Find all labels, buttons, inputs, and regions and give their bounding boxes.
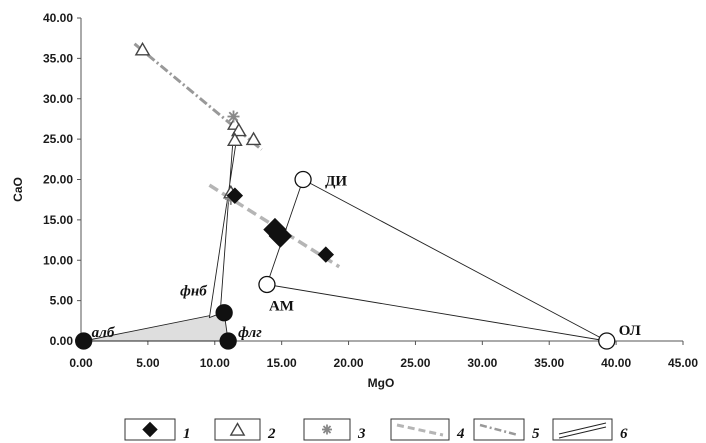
triangle-di-am-ol bbox=[266, 178, 607, 342]
series-1-point bbox=[226, 187, 244, 204]
y-tick-label: 0.00 bbox=[50, 334, 74, 348]
y-tick-label: 20.00 bbox=[43, 173, 73, 187]
legend-double-line-icon bbox=[558, 422, 607, 435]
legend-item-2: 2 bbox=[214, 418, 276, 442]
y-tick-label: 10.00 bbox=[43, 253, 73, 267]
x-tick-label: 45.00 bbox=[668, 356, 698, 370]
y-tick-label: 30.00 bbox=[43, 92, 73, 106]
y-tick-label: 15.00 bbox=[43, 213, 73, 227]
legend-label: 2 bbox=[267, 426, 276, 442]
x-tick-label: 35.00 bbox=[534, 356, 564, 370]
endmember-point bbox=[75, 332, 93, 350]
endmember-point bbox=[219, 332, 237, 350]
y-tick-label: 25.00 bbox=[43, 132, 73, 146]
series-2-point bbox=[226, 132, 243, 146]
series-2-point bbox=[245, 131, 262, 146]
legend-label: 3 bbox=[357, 426, 366, 442]
endmember-point bbox=[258, 275, 276, 294]
y-tick-label: 5.00 bbox=[50, 294, 74, 308]
endmember-label: ОЛ bbox=[619, 323, 641, 339]
x-tick-label: 30.00 bbox=[467, 356, 497, 370]
legend-label: 1 bbox=[183, 426, 191, 442]
x-tick-label: 5.00 bbox=[136, 356, 160, 370]
endmember-point bbox=[598, 332, 616, 350]
endmember-label: ДИ bbox=[325, 174, 347, 190]
legend-item-6: 6 bbox=[552, 418, 628, 442]
y-ticks: 0.00 5.00 10.00 15.00 20.00 25.00 30.00 35.00 40… bbox=[43, 11, 81, 348]
endmember-point bbox=[294, 170, 312, 189]
legend-dashed-line-icon bbox=[396, 423, 444, 437]
series-1-point bbox=[317, 246, 335, 263]
y-tick-label: 35.00 bbox=[43, 51, 73, 65]
x-axis-title: MgO bbox=[368, 376, 395, 390]
x-tick-label: 20.00 bbox=[334, 356, 364, 370]
x-tick-label: 25.00 bbox=[400, 356, 430, 370]
series-6-band bbox=[208, 132, 239, 319]
endmember-point bbox=[215, 304, 233, 322]
series-3-point bbox=[227, 110, 240, 123]
triangle-alb-fnb-flg bbox=[83, 312, 229, 342]
legend-item-4: 4 bbox=[390, 418, 465, 442]
legend-triangle-icon bbox=[229, 422, 246, 436]
legend-item-5: 5 bbox=[473, 418, 540, 442]
legend-label: 6 bbox=[620, 426, 628, 442]
y-tick-label: 40.00 bbox=[43, 11, 73, 25]
series-1-point bbox=[268, 224, 293, 248]
series-2-point bbox=[134, 41, 151, 56]
legend-double-line-icon bbox=[558, 426, 607, 439]
endmembers bbox=[75, 170, 616, 350]
endmember-label: алб bbox=[92, 325, 115, 341]
plot-area bbox=[80, 18, 683, 342]
x-tick-label: 15.00 bbox=[267, 356, 297, 370]
asterisk-stroke bbox=[228, 111, 239, 122]
x-tick-label: 0.00 bbox=[69, 356, 93, 370]
series-2-point bbox=[230, 122, 247, 137]
polygons bbox=[83, 178, 607, 342]
endmember-label: флг bbox=[238, 325, 262, 341]
asterisk-stroke bbox=[322, 425, 332, 434]
legend-label: 4 bbox=[456, 426, 465, 442]
endmember-label: АМ bbox=[269, 298, 294, 314]
y-axis-title: CaO bbox=[11, 177, 25, 202]
legend-box bbox=[552, 418, 613, 441]
legend: 1 2 3 4 5 6 bbox=[124, 418, 628, 442]
endmember-label: фнб bbox=[180, 284, 207, 300]
legend-label: 5 bbox=[532, 426, 540, 442]
x-tick-label: 10.00 bbox=[200, 356, 230, 370]
legend-diamond-icon bbox=[142, 421, 158, 438]
x-tick-label: 40.00 bbox=[601, 356, 631, 370]
x-ticks: 0.00 5.00 10.00 15.00 20.00 25.00 30.00 35.00 40… bbox=[69, 341, 698, 370]
legend-item-3: 3 bbox=[303, 418, 366, 442]
legend-asterisk-icon bbox=[322, 424, 332, 435]
markers bbox=[134, 41, 335, 263]
legend-item-1: 1 bbox=[124, 418, 191, 442]
endmember-labels: ДИ АМ ОЛ алб фнб флг bbox=[92, 174, 641, 342]
legend-dash-dot-line-icon bbox=[479, 423, 519, 437]
